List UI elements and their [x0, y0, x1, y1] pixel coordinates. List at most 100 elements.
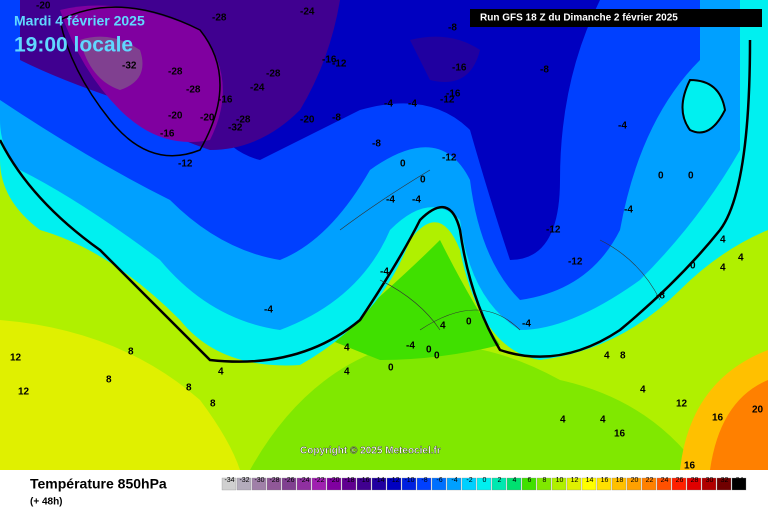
legend-swatch — [461, 477, 477, 491]
contour-label: 16 — [712, 413, 724, 424]
legend-swatch — [446, 477, 462, 491]
zero-contour — [0, 39, 752, 363]
legend-label: 4 — [513, 477, 517, 484]
contour-label: -4 — [380, 267, 389, 278]
contour-label: -24 — [250, 83, 265, 94]
temperature-region — [0, 320, 240, 470]
contour-label: 12 — [676, 399, 688, 410]
contour-label: -28 — [266, 69, 281, 80]
contour-label: -28 — [168, 67, 183, 78]
contour-label: 4 — [344, 367, 350, 378]
contour-label: 4 — [600, 415, 606, 426]
contour-label: -8 — [332, 113, 341, 124]
contour-label: 4 — [640, 385, 646, 396]
run-box — [470, 9, 762, 27]
legend-label: 2 — [498, 477, 502, 484]
temperature-region — [250, 344, 700, 470]
contour-label: -28 — [186, 85, 201, 96]
legend-label: -34 — [224, 477, 234, 484]
contour-label: 12 — [18, 387, 30, 398]
legend-label: -14 — [374, 477, 384, 484]
contour-label: 8 — [210, 399, 216, 410]
legend-label: 20 — [631, 477, 639, 484]
legend-swatch — [491, 477, 507, 491]
contour-label: -16 — [446, 89, 461, 100]
contour-label: -4 — [624, 205, 633, 216]
legend-label: -10 — [404, 477, 414, 484]
color-legend: -34 -32 -30 -28 -26 -24 -22 -20 -18 -16 -14 -12 -10-… — [221, 477, 747, 491]
legend-label: -22 — [314, 477, 324, 484]
legend-label: -24 — [299, 477, 309, 484]
copyright: Copyright © 2025 Meteociel.fr — [300, 446, 441, 457]
legend-label: 30 — [706, 477, 714, 484]
legend-swatch — [686, 477, 702, 491]
contour-label: -16 — [160, 129, 175, 140]
legend-label: -8 — [421, 477, 427, 484]
legend-label: -18 — [344, 477, 354, 484]
temperature-region — [710, 380, 768, 470]
contour-label: -8 — [656, 291, 665, 302]
legend-swatch — [701, 477, 717, 491]
legend-swatch — [311, 477, 327, 491]
legend-label: 14 — [586, 477, 594, 484]
contour-label: -12 — [568, 257, 583, 268]
legend-swatch — [341, 477, 357, 491]
contour-label: -4 — [618, 121, 627, 132]
legend-label: -32 — [239, 477, 249, 484]
footer-title: Température 850hPa — [30, 476, 167, 492]
legend-swatch — [371, 477, 387, 491]
contour-label: -20 — [168, 111, 183, 122]
temperature-region — [80, 36, 143, 90]
contour-label: 4 — [344, 343, 350, 354]
legend-swatch — [416, 477, 432, 491]
legend-swatch — [716, 477, 732, 491]
contour-label: -28 — [236, 115, 251, 126]
run-info: Run GFS 18 Z du Dimanche 2 février 2025 — [480, 13, 678, 24]
contour-label: 8 — [186, 383, 192, 394]
contour-label: 4 — [218, 367, 224, 378]
contour-label: 16 — [614, 429, 626, 440]
legend-label: 16 — [601, 477, 609, 484]
legend-label: -28 — [269, 477, 279, 484]
legend-label: 8 — [543, 477, 547, 484]
legend-label: -2 — [466, 477, 472, 484]
contour-label: -12 — [178, 159, 193, 170]
legend-swatch — [356, 477, 372, 491]
contour-label: -8 — [540, 65, 549, 76]
legend-swatch — [401, 477, 417, 491]
legend-swatch — [521, 477, 537, 491]
contour-label: -8 — [372, 139, 381, 150]
contour-label: -4 — [412, 195, 421, 206]
legend-label: 22 — [646, 477, 654, 484]
temperature-region — [682, 80, 725, 133]
legend-label: 28 — [691, 477, 699, 484]
legend-label: 12 — [571, 477, 579, 484]
contour-label: 12 — [10, 353, 22, 364]
legend-label: -12 — [389, 477, 399, 484]
contour-label: 0 — [658, 171, 664, 182]
legend-swatch — [386, 477, 402, 491]
footer — [0, 470, 768, 512]
legend-swatch — [281, 477, 297, 491]
legend-label: -26 — [284, 477, 294, 484]
temperature-region — [410, 36, 480, 82]
contour-label: -16 — [218, 95, 233, 106]
legend-swatch — [536, 477, 552, 491]
legend-swatch — [596, 477, 612, 491]
legend-swatch — [266, 477, 282, 491]
contour-label: 0 — [466, 317, 472, 328]
temperature-region — [330, 240, 500, 360]
legend-swatch — [671, 477, 687, 491]
contour-label: 4 — [440, 321, 446, 332]
legend-swatch — [236, 477, 252, 491]
contour-label: -4 — [408, 99, 417, 110]
legend-label: -4 — [451, 477, 457, 484]
legend-label: -16 — [359, 477, 369, 484]
contour-label: 4 — [738, 253, 744, 264]
contour-label: -20 — [36, 1, 51, 12]
contour-label: 4 — [560, 415, 566, 426]
contour-label: -4 — [384, 99, 393, 110]
contour-label: 0 — [400, 159, 406, 170]
legend-label: 10 — [556, 477, 564, 484]
contour-label: 16 — [684, 461, 696, 472]
